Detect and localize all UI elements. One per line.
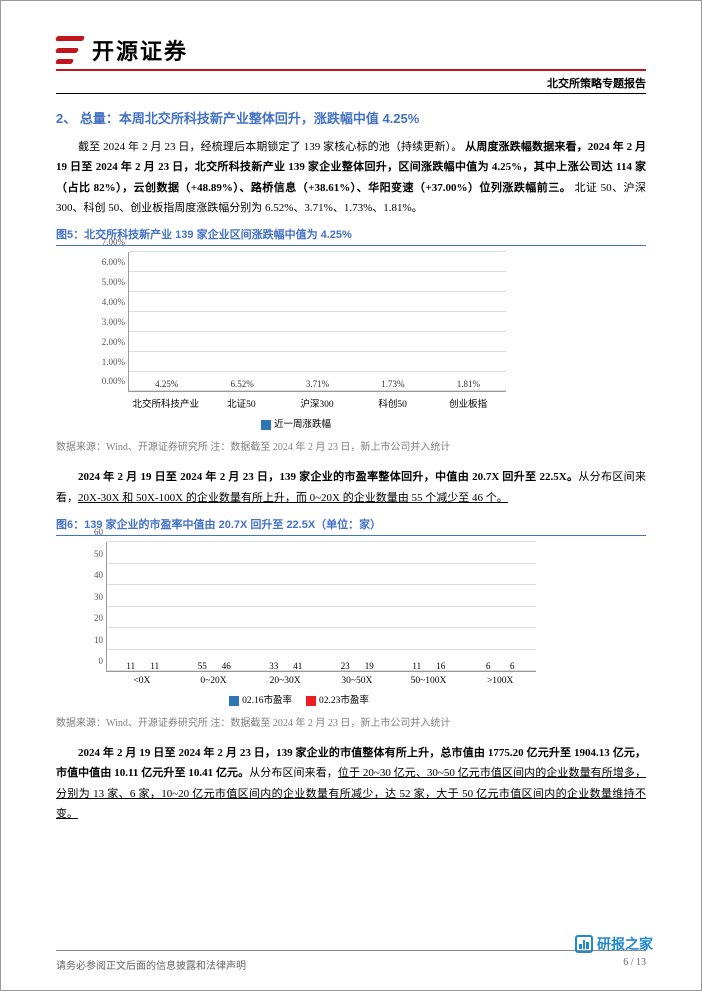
fig6-ytick: 0 — [99, 656, 108, 666]
fig6-xtick: <0X — [106, 676, 178, 686]
fig6-xtick: 0~20X — [178, 676, 250, 686]
fig5-xtick: 北证50 — [204, 396, 280, 410]
fig6-ytick: 20 — [94, 613, 107, 623]
fig6-value-label: 16 — [436, 661, 445, 671]
fig5-xtick: 沪深300 — [279, 396, 355, 410]
fig6-value-label: 11 — [412, 661, 421, 671]
fig6-xtick: 20~30X — [249, 676, 321, 686]
fig5-source: 数据来源：Wind、开源证券研究所 注：数据截至 2024 年 2 月 23 日… — [56, 434, 646, 453]
logo-icon — [56, 36, 84, 64]
fig5-title: 图5：北交所科技新产业 139 家企业区间涨跌幅中值为 4.25% — [56, 226, 646, 246]
fig6-ytick: 60 — [94, 527, 107, 537]
bottom-paragraph: 2024 年 2 月 19 日至 2024 年 2 月 23 日，139 家企业… — [56, 743, 646, 824]
fig5-ytick: 0.00% — [102, 376, 129, 386]
fig6-ytick: 50 — [94, 549, 107, 559]
fig5-chart: 0.00%1.00%2.00%3.00%4.00%5.00%6.00%7.00%… — [86, 252, 506, 430]
fig5-ytick: 2.00% — [102, 337, 129, 347]
page: 开源证券 北交所策略专题报告 2、 总量：本周北交所科技新产业整体回升，涨跌幅中… — [0, 0, 702, 991]
fig6-value-label: 19 — [365, 661, 374, 671]
fig5-legend: 近一周涨跌幅 — [86, 416, 506, 430]
watermark: 研报之家 — [575, 934, 653, 954]
fig5-ytick: 3.00% — [102, 317, 129, 327]
fig6-xtick: 50~100X — [393, 676, 465, 686]
fig6-chart: 01020304050601111554633412319111666 <0X0… — [76, 542, 536, 706]
fig6-legend-label: 02.23市盈率 — [319, 696, 369, 706]
fig5-ytick: 4.00% — [102, 297, 129, 307]
p1-plain: 截至 2024 年 2 月 23 日，经梳理后本期锁定了 139 家核心标的池（… — [78, 141, 462, 153]
fig5-value-label: 6.52% — [230, 379, 253, 389]
mid-bold: 2024 年 2 月 19 日至 2024 年 2 月 23 日，139 家企业… — [78, 471, 578, 483]
page-header: 开源证券 — [56, 31, 646, 71]
section-2-para-1: 截至 2024 年 2 月 23 日，经梳理后本期锁定了 139 家核心标的池（… — [56, 137, 646, 218]
mid-paragraph: 2024 年 2 月 19 日至 2024 年 2 月 23 日，139 家企业… — [56, 467, 646, 508]
fig5-value-label: 4.25% — [155, 379, 178, 389]
watermark-icon — [575, 935, 593, 953]
fig6-value-label: 41 — [293, 661, 302, 671]
bottom-plain: 从分布区间来看， — [249, 767, 338, 779]
fig6-value-label: 33 — [269, 661, 278, 671]
fig6-value-label: 6 — [510, 661, 515, 671]
fig6-legend: 02.16市盈率 02.23市盈率 — [76, 692, 536, 706]
fig6-legend-swatch — [306, 696, 316, 706]
watermark-text: 研报之家 — [597, 934, 653, 954]
fig5-xtick: 创业板指 — [430, 396, 506, 410]
fig5-legend-label: 近一周涨跌幅 — [274, 420, 331, 430]
fig5-ytick: 5.00% — [102, 277, 129, 287]
fig6-legend-label: 02.16市盈率 — [242, 696, 292, 706]
fig6-xtick: >100X — [464, 676, 536, 686]
report-type-subtitle: 北交所策略专题报告 — [56, 75, 646, 94]
fig6-value-label: 46 — [222, 661, 231, 671]
fig6-value-label: 11 — [150, 661, 159, 671]
fig6-ytick: 40 — [94, 570, 107, 580]
fig6-ytick: 10 — [94, 635, 107, 645]
fig5-ytick: 6.00% — [102, 257, 129, 267]
fig6-value-label: 6 — [486, 661, 491, 671]
fig6-legend-swatch — [229, 696, 239, 706]
fig5-value-label: 1.73% — [381, 379, 404, 389]
fig5-ytick: 7.00% — [102, 237, 129, 247]
fig5-value-label: 3.71% — [306, 379, 329, 389]
fig5-ytick: 1.00% — [102, 357, 129, 367]
mid-underline: 20X-30X 和 50X-100X 的企业数量有所上升，而 0~20X 的企业… — [78, 492, 508, 504]
fig6-title: 图6：139 家企业的市盈率中值由 20.7X 回升至 22.5X（单位：家） — [56, 516, 646, 536]
page-number: 6 / 13 — [623, 957, 646, 972]
brand-name: 开源证券 — [92, 34, 188, 66]
fig5-xtick: 北交所科技产业 — [128, 396, 204, 410]
page-footer: 请务必参阅正文后面的信息披露和法律声明 6 / 13 — [56, 950, 646, 972]
section-2-title: 2、 总量：本周北交所科技新产业整体回升，涨跌幅中值 4.25% — [56, 108, 646, 127]
fig6-ytick: 30 — [94, 592, 107, 602]
fig6-xtick: 30~50X — [321, 676, 393, 686]
fig6-value-label: 55 — [198, 661, 207, 671]
fig5-xtick: 科创50 — [355, 396, 431, 410]
footer-disclaimer: 请务必参阅正文后面的信息披露和法律声明 — [56, 957, 246, 972]
fig6-source: 数据来源：Wind、开源证券研究所 注：数据截至 2024 年 2 月 23 日… — [56, 710, 646, 729]
fig6-value-label: 11 — [126, 661, 135, 671]
fig5-value-label: 1.81% — [457, 379, 480, 389]
fig6-value-label: 23 — [341, 661, 350, 671]
